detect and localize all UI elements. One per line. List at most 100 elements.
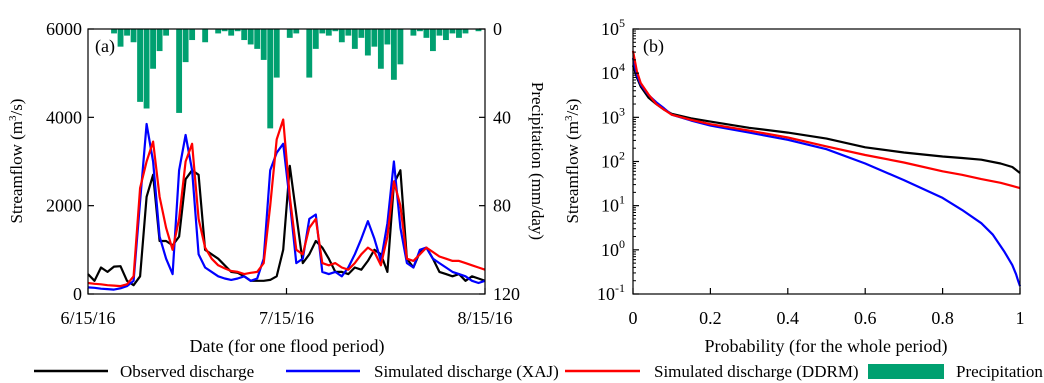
panel-b-frame — [632, 28, 1021, 295]
panel-a-series — [87, 118, 486, 291]
precipitation-bar — [456, 29, 462, 38]
precipitation-bar — [273, 29, 280, 78]
precipitation-bar — [371, 29, 378, 47]
x-tick-label: 0.6 — [854, 308, 877, 328]
panel-a-xlabel: Date (for one flood period) — [190, 336, 385, 357]
y2-tick-label: 80 — [493, 196, 511, 216]
y2-tick-label: 0 — [493, 19, 502, 39]
precipitation-bar — [364, 29, 371, 56]
precipitation-bar — [267, 29, 274, 129]
series-line — [87, 118, 486, 288]
panel-a-label: (a) — [95, 36, 115, 57]
precipitation-bar — [254, 29, 261, 49]
precipitation-bar — [430, 29, 436, 52]
y-tick-label: 103 — [601, 104, 625, 127]
precipitation-bar — [202, 29, 209, 43]
x-tick-label: 1 — [1016, 308, 1025, 328]
y2-tick-label: 120 — [493, 284, 520, 304]
x-tick-label: 0.4 — [777, 308, 800, 328]
precipitation-bar — [182, 29, 189, 63]
y-tick-label: 0 — [73, 284, 82, 304]
precipitation-bar — [410, 29, 417, 36]
y-tick-label: 101 — [601, 193, 625, 216]
panel-b-label: (b) — [643, 36, 664, 57]
panel-b-xlabel: Probability (for the whole period) — [705, 336, 948, 357]
precipitation-bar — [416, 29, 423, 32]
precipitation-bar — [234, 29, 241, 32]
precipitation-bar — [111, 29, 117, 34]
y-tick-label: 104 — [601, 60, 625, 83]
panel-b: 105 104 103 102 101 100 10-10 0.2 0.4 0.6 0.8 1 (b)… — [563, 16, 1025, 357]
legend: Observed discharge Simulated discharge (X… — [34, 362, 1043, 381]
precipitation-bar — [358, 29, 365, 38]
precipitation-bar — [137, 29, 143, 102]
precipitation-bar — [332, 29, 339, 32]
precipitation-bar — [176, 29, 183, 113]
panel-b-ylabel: Streamflow (m3/s) — [563, 99, 582, 224]
legend-label: Simulated discharge (DDRM) — [654, 362, 859, 381]
precipitation-bar — [241, 29, 248, 41]
precipitation-bar — [150, 29, 157, 69]
precipitation-bar — [143, 29, 150, 109]
precipitation-bar — [325, 29, 332, 36]
y2-tick-label: 40 — [493, 107, 511, 127]
precipitation-bar — [462, 29, 469, 34]
precipitation-bar — [293, 29, 300, 34]
panel-b-axes: 105 104 103 102 101 100 10-10 0.2 0.4 0.6 0.8 1 — [597, 16, 1025, 328]
series-line — [631, 57, 1022, 287]
x-tick-label: 0 — [629, 308, 638, 328]
precipitation-bar — [390, 29, 397, 80]
precipitation-bar — [475, 29, 482, 32]
precipitation-bar — [156, 29, 163, 52]
precipitation-bar — [423, 29, 430, 38]
precipitation-bar — [221, 29, 228, 32]
precipitation-bar — [247, 29, 254, 45]
precipitation-bar — [260, 29, 267, 60]
precipitation-bar — [163, 29, 170, 36]
x-tick-label: 7/15/16 — [259, 308, 314, 328]
x-tick-label: 0.8 — [931, 308, 954, 328]
precipitation-bar — [384, 29, 391, 45]
series-line — [87, 122, 486, 291]
precipitation-bars — [111, 29, 482, 129]
panel-a-ylabel-right: Precipitation (mm/day) — [528, 82, 547, 240]
legend-label: Observed discharge — [120, 362, 254, 381]
precipitation-bar — [345, 29, 352, 36]
precipitation-bar — [306, 29, 313, 78]
y-tick-label: 102 — [601, 149, 625, 172]
precipitation-bar — [377, 29, 384, 69]
precipitation-bar — [436, 29, 443, 36]
series-line — [87, 164, 486, 287]
precipitation-bar — [117, 29, 124, 47]
panel-a: 0 2000 4000 6000 0 40 80 120 6/15/16 7/15/16 8/15/… — [7, 19, 547, 357]
legend-swatch — [868, 364, 944, 379]
series-line — [631, 65, 1021, 174]
x-tick-label: 6/15/16 — [60, 308, 115, 328]
y-tick-label: 105 — [601, 16, 625, 39]
precipitation-bar — [130, 29, 137, 43]
precipitation-bar — [286, 29, 293, 38]
precipitation-bar — [228, 29, 235, 36]
precipitation-bar — [338, 29, 345, 43]
panel-b-series — [631, 50, 1022, 287]
precipitation-bar — [397, 29, 404, 65]
precipitation-bar — [449, 29, 456, 34]
legend-label: Simulated discharge (XAJ) — [374, 362, 559, 381]
y-tick-label: 2000 — [46, 196, 82, 216]
legend-label: Precipitation — [956, 362, 1043, 381]
precipitation-bar — [351, 29, 358, 49]
y-tick-label: 6000 — [46, 19, 82, 39]
precipitation-bar — [319, 29, 326, 34]
precipitation-bar — [124, 29, 130, 36]
panel-a-ylabel-left: Streamflow (m3/s) — [7, 99, 26, 224]
x-tick-label: 8/15/16 — [457, 308, 512, 328]
series-line — [631, 50, 1021, 190]
precipitation-bar — [189, 29, 196, 41]
y-tick-label: 10-1 — [597, 281, 625, 304]
precipitation-bar — [215, 29, 222, 34]
y-tick-label: 100 — [601, 237, 625, 260]
precipitation-bar — [443, 29, 449, 41]
y-tick-label: 4000 — [46, 107, 82, 127]
x-tick-label: 0.2 — [699, 308, 722, 328]
